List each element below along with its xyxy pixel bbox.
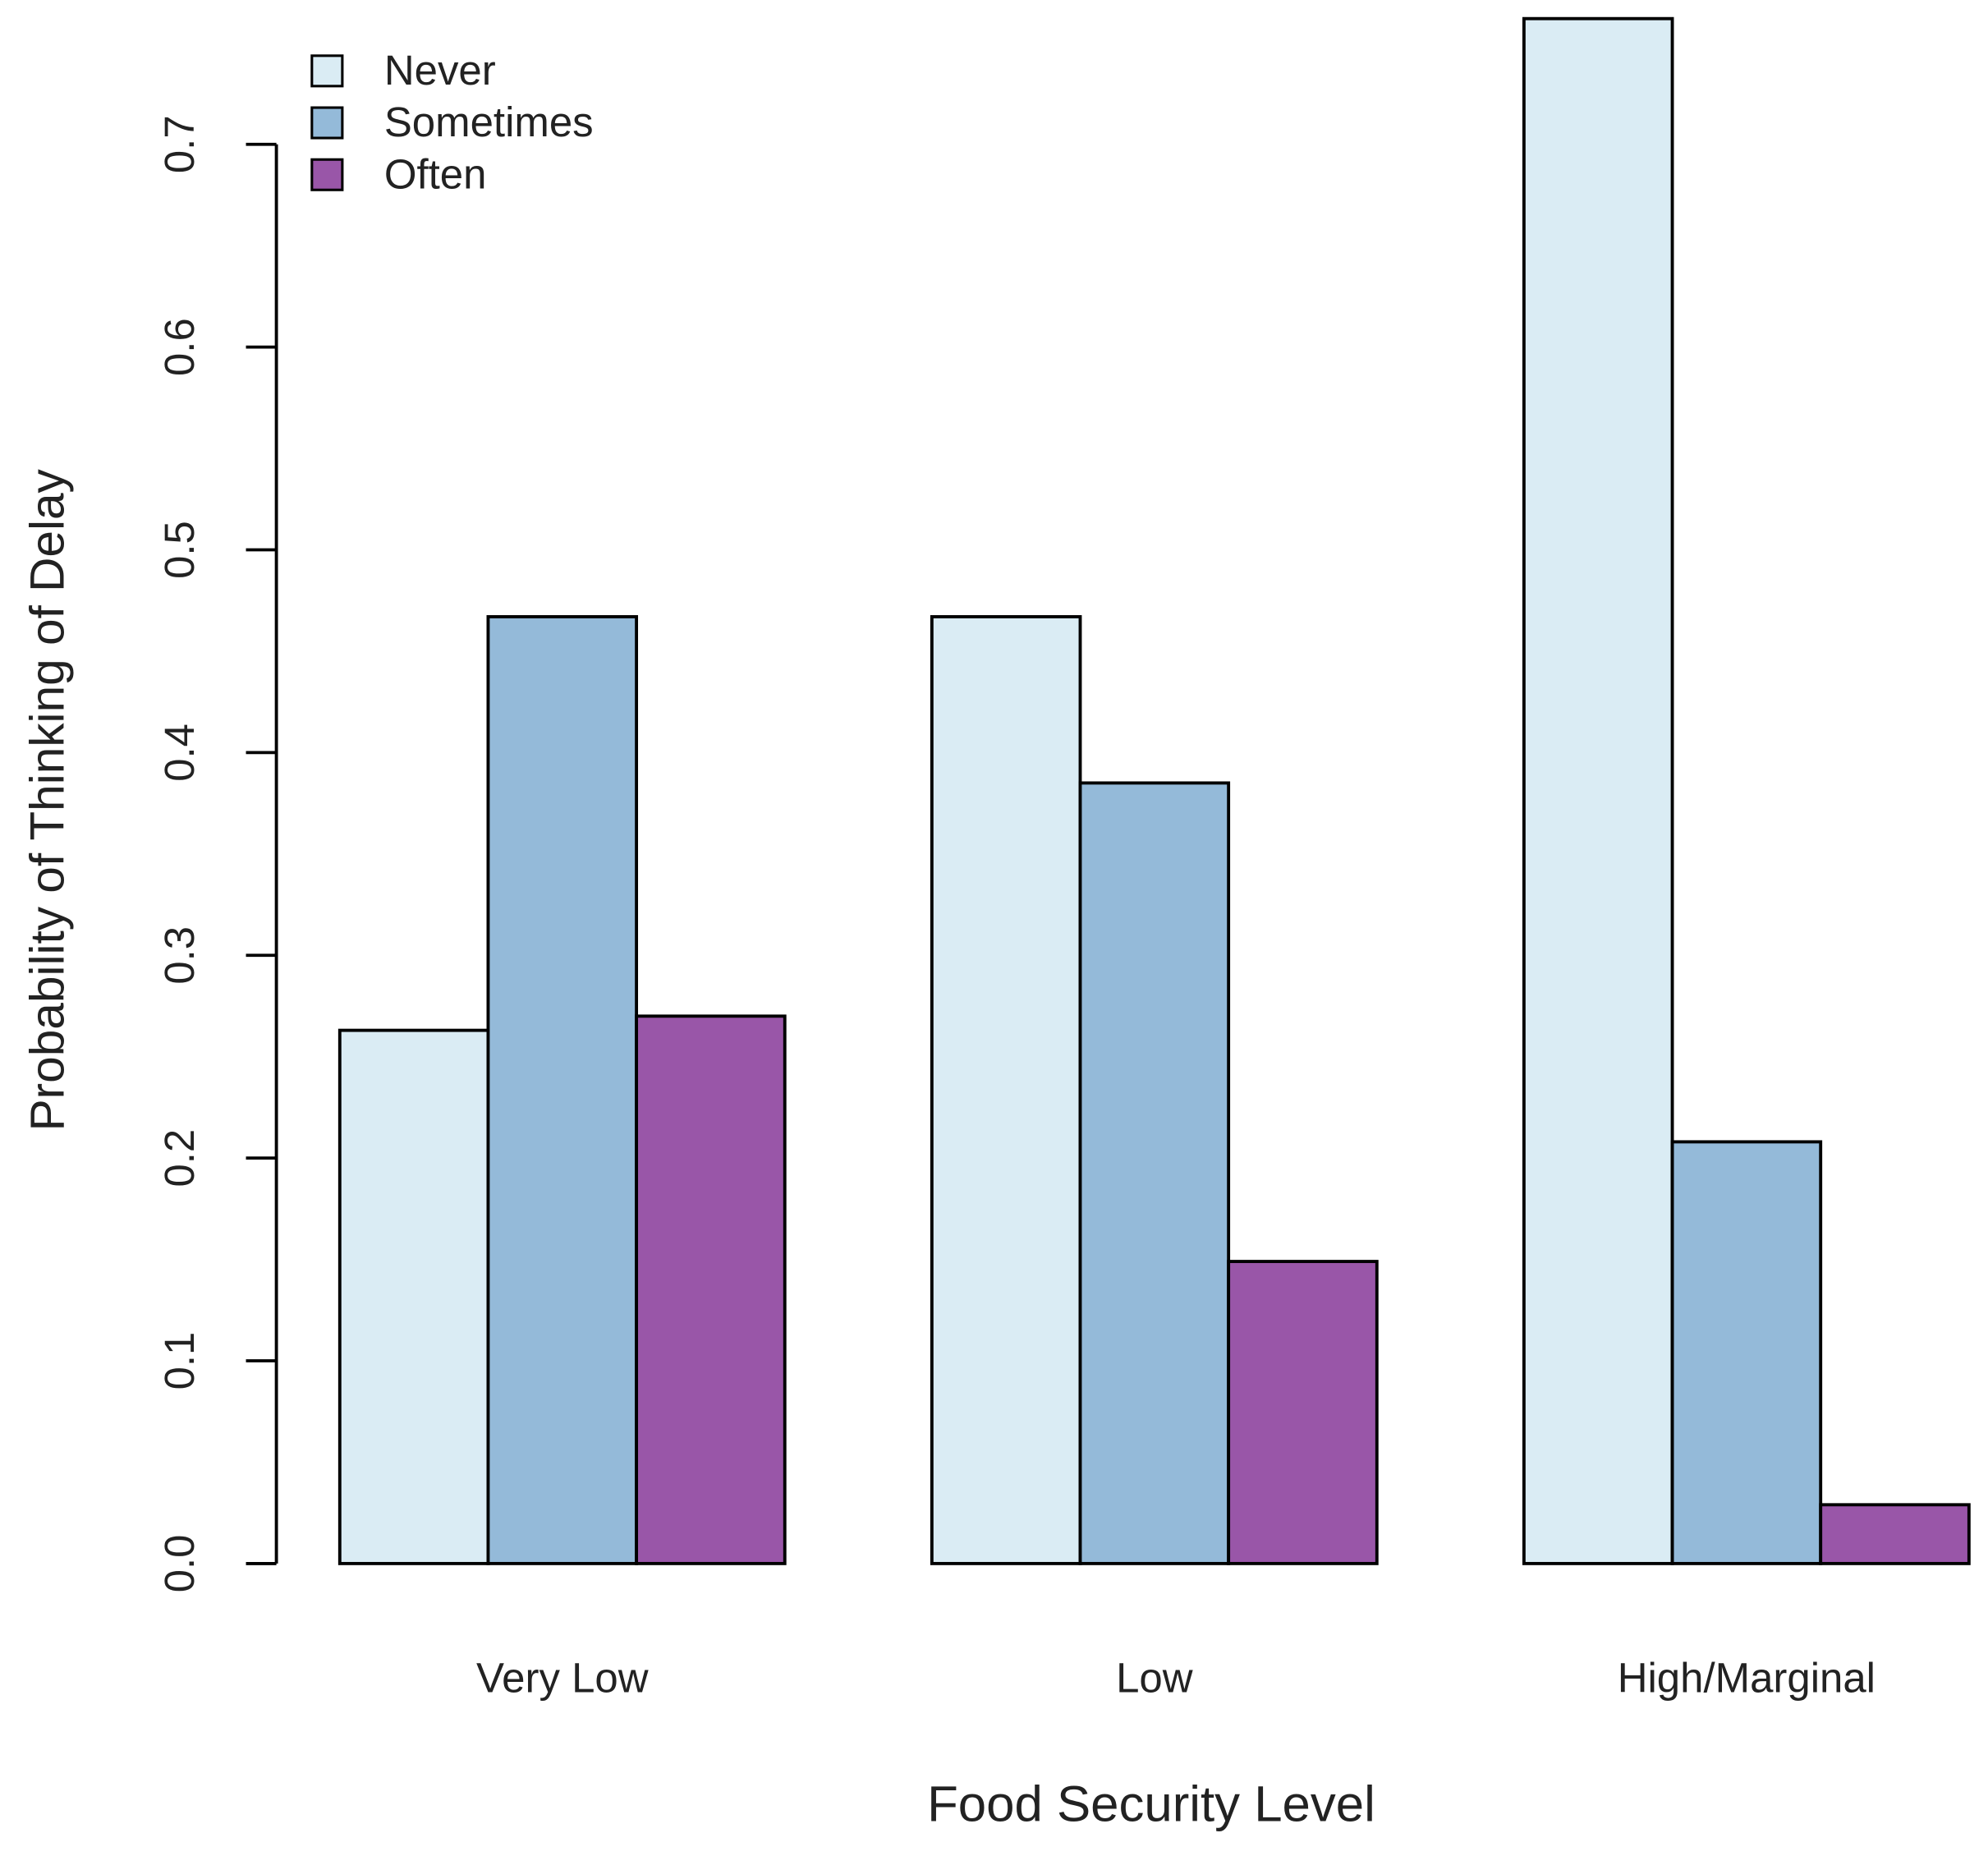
y-tick-label: 0.4 [156, 724, 203, 782]
x-tick-label: Very Low [476, 1655, 649, 1702]
bar [635, 1014, 787, 1565]
legend-label: Often [384, 150, 487, 197]
bar [1227, 1260, 1379, 1565]
x-tick-label: Low [1116, 1655, 1193, 1702]
y-tick-label: 0.6 [156, 318, 203, 376]
y-tick-label: 0.0 [156, 1535, 203, 1593]
x-tick-label: High/Marginal [1618, 1655, 1876, 1702]
y-tick-label: 0.2 [156, 1129, 203, 1188]
legend-label: Never [384, 47, 496, 94]
legend-swatch [310, 54, 344, 88]
y-tick-label: 0.1 [156, 1332, 203, 1390]
bar [930, 615, 1082, 1565]
y-tick-label: 0.5 [156, 521, 203, 579]
bar [486, 615, 639, 1565]
legend-swatch [310, 158, 344, 191]
bar [1670, 1140, 1823, 1565]
y-tick-label: 0.7 [156, 115, 203, 173]
legend-swatch [310, 106, 344, 140]
bar [1078, 781, 1231, 1565]
legend-label: Sometimes [384, 99, 594, 145]
bar [1819, 1503, 1971, 1565]
y-tick-label: 0.3 [156, 926, 203, 985]
y-axis-label: Probability of Thinking of Delay [21, 468, 74, 1131]
x-axis-label: Food Security Level [927, 1776, 1375, 1833]
bar [1522, 16, 1674, 1565]
bar [337, 1028, 490, 1565]
